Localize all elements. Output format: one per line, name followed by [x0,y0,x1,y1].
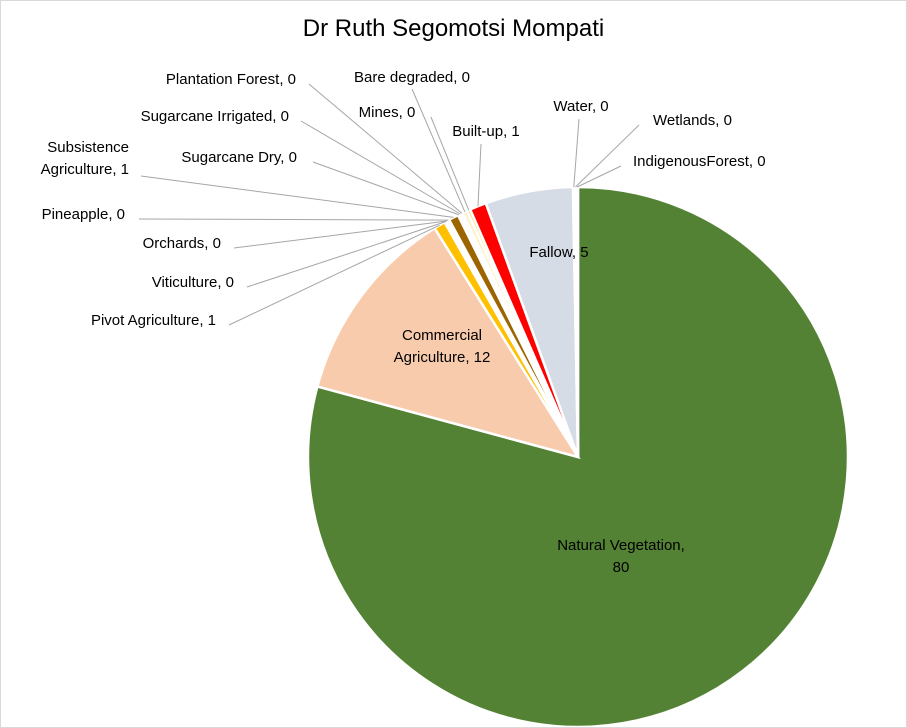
chart-title: Dr Ruth Segomotsi Mompati [302,15,605,42]
leader-line [576,165,622,188]
leader-line [575,124,640,188]
data-label: Sugarcane Dry, 0 [181,149,297,166]
data-label: Fallow, 5 [529,244,588,261]
data-label: Built-up, 1 [452,123,520,140]
slice-indigenousforest [575,185,580,458]
leader-line [430,116,470,211]
data-label: Commercial Agriculture, 12 [394,327,491,366]
leader-line [138,218,449,221]
slice-labels: Natural Vegetation, 80 Commercial Agricultu… [41,69,766,576]
slice-commercial-agriculture [315,226,581,460]
data-label: Wetlands, 0 [653,112,732,129]
data-label: Pivot Agriculture, 1 [91,312,216,329]
data-label: Bare degraded, 0 [354,69,470,86]
leader-line [573,118,580,188]
data-label: Water, 0 [553,98,608,115]
data-label: IndigenousForest, 0 [633,153,766,170]
data-label: Plantation Forest, 0 [166,71,296,88]
leader-line [246,221,446,288]
data-label: Viticulture, 0 [152,274,234,291]
leader-line [300,120,461,215]
leader-line [312,161,459,216]
leader-line [308,83,463,214]
leader-line [477,143,482,207]
data-label: Sugarcane Irrigated, 0 [141,108,289,125]
leader-line [228,224,440,326]
leader-line [140,175,454,218]
data-label: Mines, 0 [359,104,416,121]
leader-lines [138,83,640,326]
data-label: Natural Vegetation, 80 [557,537,685,576]
leader-line [233,220,447,249]
pie-slices [306,185,850,727]
leader-line [411,88,466,213]
data-label: Subsistence Agriculture, 1 [41,139,129,178]
data-label: Pineapple, 0 [42,206,125,223]
data-label: Orchards, 0 [143,235,221,252]
